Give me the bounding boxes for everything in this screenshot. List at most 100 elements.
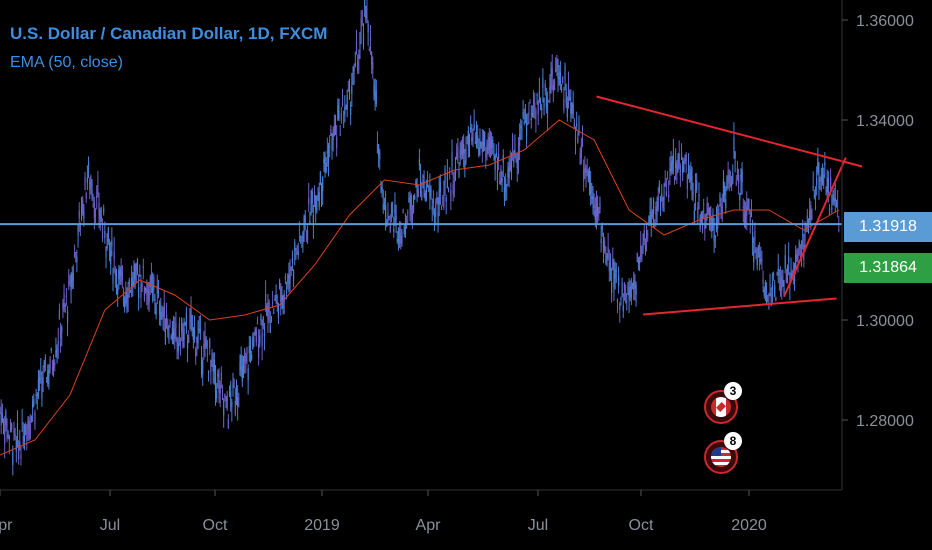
candle-body [305, 231, 307, 233]
candle-body [743, 213, 746, 225]
candle-body [141, 283, 143, 288]
candle-body [32, 400, 34, 409]
candle-body [139, 274, 141, 276]
candle-body [484, 132, 486, 147]
candle-body [185, 312, 187, 323]
candle-body [461, 143, 464, 155]
candle-body [449, 167, 451, 169]
candle-body [651, 213, 653, 217]
candle-body [623, 283, 626, 290]
candle-body [786, 265, 789, 271]
event-badge-canada[interactable]: 3 [704, 382, 742, 424]
candle-body [149, 277, 151, 288]
candle-body [297, 251, 299, 255]
candle-body [768, 305, 770, 309]
candle-body [473, 124, 475, 129]
candle-body [451, 152, 453, 167]
candle-body [292, 270, 295, 281]
candle-body [0, 412, 2, 426]
candle-body [479, 141, 481, 146]
candle-body [439, 181, 441, 192]
candle-body [571, 105, 573, 109]
candle-body [818, 175, 820, 189]
candle-body [492, 140, 494, 142]
candle-body [226, 395, 228, 410]
candle-body [110, 250, 112, 265]
candle-body [405, 222, 408, 229]
candle-body [44, 356, 47, 362]
candle-body [345, 105, 347, 109]
candle-body [552, 84, 554, 93]
candle-body [659, 196, 662, 210]
candle-body [304, 215, 306, 223]
y-tick-label: 1.28000 [856, 413, 914, 430]
candle-body [500, 168, 502, 183]
event-badge-us[interactable]: 8 [704, 432, 742, 474]
candle-body [203, 344, 205, 349]
candle-body [288, 274, 290, 278]
candle-body [812, 186, 814, 188]
candle-body [583, 169, 585, 182]
candle-body [20, 454, 22, 459]
candle-body [763, 289, 765, 296]
candle-body [707, 207, 709, 214]
candle-body [453, 180, 455, 183]
candle-body [570, 102, 572, 114]
candle-body [352, 80, 354, 84]
candle-body [265, 293, 267, 302]
candle-body [705, 215, 707, 226]
candle-body [78, 210, 80, 219]
candle-body [756, 258, 758, 266]
candle-body [134, 264, 136, 280]
candle-body [330, 129, 332, 136]
candle-body [284, 276, 287, 280]
candle-body [241, 366, 243, 382]
candle-body [811, 216, 813, 218]
candle-body [392, 210, 394, 212]
candle-body [418, 159, 420, 166]
candle-body [77, 225, 79, 236]
candle-body [698, 193, 700, 201]
candle-body [167, 326, 169, 331]
candle-body [125, 291, 127, 304]
candle-body [425, 187, 427, 199]
candle-body [186, 340, 189, 349]
candle-body [521, 127, 523, 131]
indicator-label[interactable]: EMA (50, close) [10, 54, 123, 71]
symbol-title[interactable]: U.S. Dollar / Canadian Dollar, 1D, FXCM [10, 24, 328, 43]
candle-body [714, 235, 716, 238]
candle-body [760, 258, 762, 262]
candle-body [506, 185, 508, 187]
candle-body [515, 155, 517, 160]
candle-body [769, 284, 771, 286]
candle-body [543, 98, 545, 109]
candle-body [28, 420, 30, 430]
candle-body [447, 188, 450, 192]
candle-body [779, 280, 782, 283]
candle-body [189, 320, 191, 322]
candle-body [412, 195, 415, 210]
candle-body [334, 124, 337, 129]
candle-body [160, 311, 162, 321]
candle-body [529, 102, 531, 104]
candle-body [274, 298, 276, 301]
candle-body [205, 339, 207, 347]
candle-body [91, 189, 93, 198]
candle-body [489, 137, 492, 148]
candle-body [246, 347, 248, 355]
candle-body [528, 112, 530, 115]
candle-body [7, 435, 9, 437]
x-tick-label: 2020 [731, 517, 767, 534]
candle-body [395, 215, 397, 221]
candle-body [92, 205, 94, 207]
candle-body [190, 308, 192, 321]
candle-body [501, 178, 503, 183]
candle-body [518, 133, 521, 146]
candle-body [634, 276, 636, 288]
candle-body [164, 329, 167, 345]
candle-body [308, 197, 310, 204]
candle-body [253, 332, 255, 335]
candle-body [682, 160, 684, 174]
candle-body [254, 329, 256, 332]
